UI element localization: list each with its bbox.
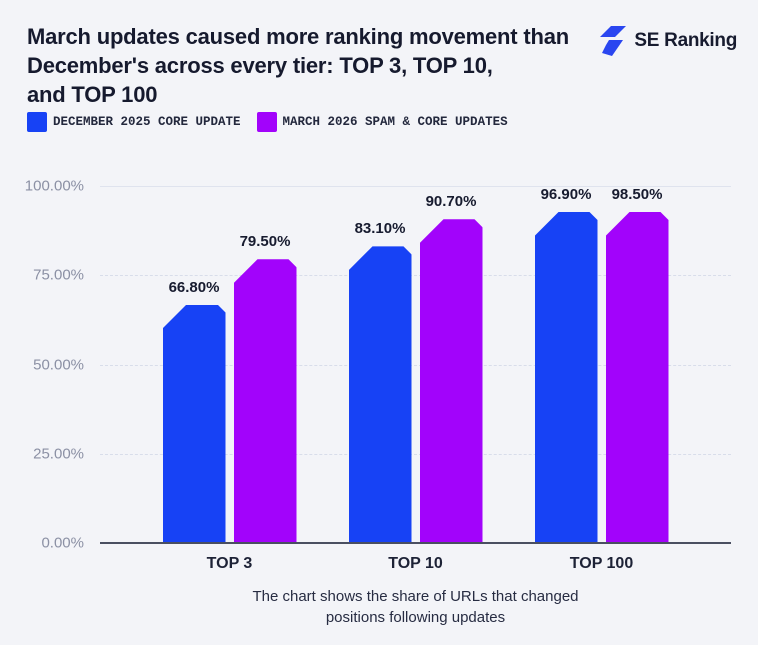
brand-name: SE Ranking (634, 30, 737, 51)
bar-value-label: 83.10% (354, 220, 406, 238)
bar-value-label: 96.90% (540, 186, 592, 203)
bar-value-label: 98.50% (611, 186, 663, 203)
bar-value-label: 66.80% (168, 278, 220, 296)
gridline-100 (100, 186, 731, 187)
y-tick-label: 0.00% (41, 534, 84, 552)
legend: DECEMBER 2025 CORE UPDATE MARCH 2026 SPA… (27, 112, 508, 132)
bar-group: 83.10% 90.70% TOP 10 (349, 186, 483, 572)
plot-area: 66.80% 79.50% TOP 3 83.10% 90.70% TOP 10 96.90… (100, 186, 731, 572)
bar-column: 90.70% (420, 186, 483, 543)
legend-swatch-purple (256, 112, 277, 132)
bar-group: 96.90% 98.50% TOP 100 (535, 186, 669, 572)
y-tick-label: 25.00% (33, 445, 84, 463)
bar-december (535, 212, 598, 543)
legend-item-december: DECEMBER 2025 CORE UPDATE (27, 112, 241, 132)
y-tick-label: 50.00% (33, 356, 84, 373)
gridline-50 (100, 364, 731, 366)
brand-logo: SE Ranking (600, 26, 737, 56)
legend-label-march: MARCH 2026 SPAM & CORE UPDATES (282, 115, 508, 129)
bars-area: 66.80% 79.50% TOP 3 83.10% 90.70% TOP 10 96.90… (100, 186, 731, 572)
category-label: TOP 100 (569, 555, 634, 572)
bar-column: 96.90% (535, 186, 598, 543)
category-label: TOP 3 (206, 555, 253, 572)
bar-march (606, 212, 669, 543)
bar-december (163, 305, 226, 543)
y-axis-labels: 100.00% 75.00% 50.00% 25.00% 0.00% (0, 178, 84, 552)
y-tick-label: 75.00% (33, 266, 84, 284)
bar-value-label: 79.50% (239, 233, 291, 251)
legend-label-december: DECEMBER 2025 CORE UPDATE (53, 115, 241, 129)
bar-march (420, 219, 483, 543)
legend-item-march: MARCH 2026 SPAM & CORE UPDATES (256, 112, 508, 132)
chart-caption: The chart shows the share of URLs that c… (252, 588, 579, 626)
bar-december (349, 246, 412, 543)
gridline-25 (100, 453, 731, 455)
bar-column: 98.50% (606, 186, 669, 543)
bar-column: 66.80% (163, 186, 226, 543)
bar-march (234, 259, 297, 543)
legend-swatch-blue (27, 112, 47, 132)
chart-title: March updates caused more ranking moveme… (27, 24, 569, 107)
bar-group: 66.80% 79.50% TOP 3 (163, 186, 297, 572)
category-label: TOP 10 (388, 555, 443, 572)
y-tick-label: 100.00% (24, 177, 84, 195)
x-axis-line (100, 542, 731, 544)
gridline-75 (100, 275, 731, 277)
lightning-bolt-icon (600, 26, 627, 56)
bar-value-label: 90.70% (425, 193, 477, 211)
bar-column: 83.10% (349, 186, 412, 543)
bar-column: 79.50% (234, 186, 297, 543)
